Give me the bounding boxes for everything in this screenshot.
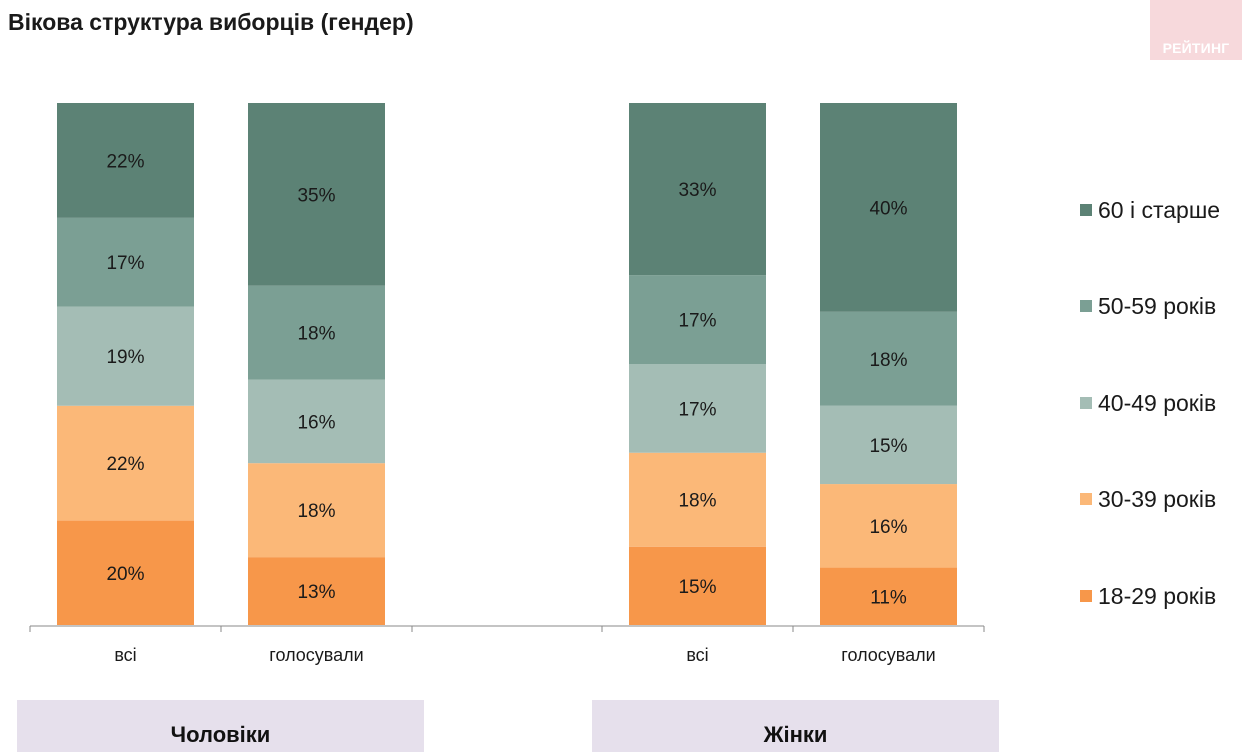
bar-segment	[248, 557, 385, 625]
rating-logo: РЕЙТИНГ	[1150, 0, 1242, 60]
bar-segment	[248, 463, 385, 558]
data-label: 18%	[869, 350, 907, 371]
bar-segment	[57, 405, 194, 521]
data-label: 35%	[297, 185, 335, 206]
bar-segment	[57, 217, 194, 307]
legend-label: 30-39 років	[1098, 486, 1216, 512]
bar-segment	[629, 275, 766, 364]
bar-segment	[248, 379, 385, 464]
bar-segment	[57, 520, 194, 625]
bars-layer: 20% 22% 19% 17% 22% 13% 18% 16% 18% 35% 15% 18% 17% 1…	[57, 103, 957, 625]
bar-segment	[629, 452, 766, 547]
bar-segment	[820, 311, 957, 406]
legend-label: 40-49 років	[1098, 390, 1216, 416]
data-label: 17%	[678, 399, 716, 420]
data-label: 17%	[106, 253, 144, 274]
legend-swatch	[1080, 590, 1092, 602]
bar-segment	[629, 364, 766, 453]
category-labels: всі голосували всі голосували	[114, 645, 935, 665]
legend-swatch	[1080, 204, 1092, 216]
bar-segment	[820, 567, 957, 625]
legend-label: 50-59 років	[1098, 293, 1216, 319]
data-label: 15%	[678, 577, 716, 598]
legend-item: 40-49 років	[1080, 390, 1216, 416]
category-label: голосували	[269, 645, 363, 665]
data-label: 20%	[106, 564, 144, 585]
data-label: 18%	[297, 324, 335, 345]
legend-label: 60 і старше	[1098, 197, 1220, 223]
data-label: 19%	[106, 347, 144, 368]
legend: 60 і старше 50-59 років 40-49 років 30-39 р…	[1080, 197, 1220, 609]
group-panel-women: Жінки	[592, 700, 999, 752]
bar-segment	[820, 103, 957, 312]
bar-segment	[820, 484, 957, 568]
category-label: голосували	[841, 645, 935, 665]
bar-segment	[248, 285, 385, 380]
data-label: 16%	[869, 517, 907, 538]
legend-swatch	[1080, 300, 1092, 312]
x-axis	[29, 625, 985, 632]
bar-segment	[820, 405, 957, 485]
bar-segment	[629, 546, 766, 625]
data-label: 22%	[106, 454, 144, 475]
data-label: 16%	[297, 412, 335, 433]
legend-item: 50-59 років	[1080, 293, 1216, 319]
data-label: 33%	[678, 180, 716, 201]
data-label: 18%	[297, 501, 335, 522]
legend-item: 30-39 років	[1080, 486, 1216, 512]
group-label-men: Чоловіки	[170, 722, 271, 747]
data-label: 18%	[678, 491, 716, 512]
data-label: 15%	[869, 436, 907, 457]
legend-swatch	[1080, 493, 1092, 505]
bar-segment	[629, 103, 766, 276]
group-panel-men: Чоловіки	[17, 700, 424, 752]
category-label: всі	[114, 645, 136, 665]
legend-swatch	[1080, 397, 1092, 409]
data-label: 40%	[869, 198, 907, 219]
data-label: 11%	[870, 587, 907, 608]
chart-title: Вікова структура виборців (гендер)	[8, 9, 414, 35]
data-label: 13%	[297, 582, 335, 603]
legend-item: 18-29 років	[1080, 583, 1216, 609]
legend-item: 60 і старше	[1080, 197, 1220, 223]
bar-segment	[57, 306, 194, 406]
bar-segment	[248, 103, 385, 286]
legend-label: 18-29 років	[1098, 583, 1216, 609]
data-label: 17%	[678, 311, 716, 332]
data-label: 22%	[106, 151, 144, 172]
category-label: всі	[686, 645, 708, 665]
bar-segment	[57, 103, 194, 218]
logo-text: РЕЙТИНГ	[1162, 40, 1230, 56]
group-label-women: Жінки	[763, 722, 828, 747]
